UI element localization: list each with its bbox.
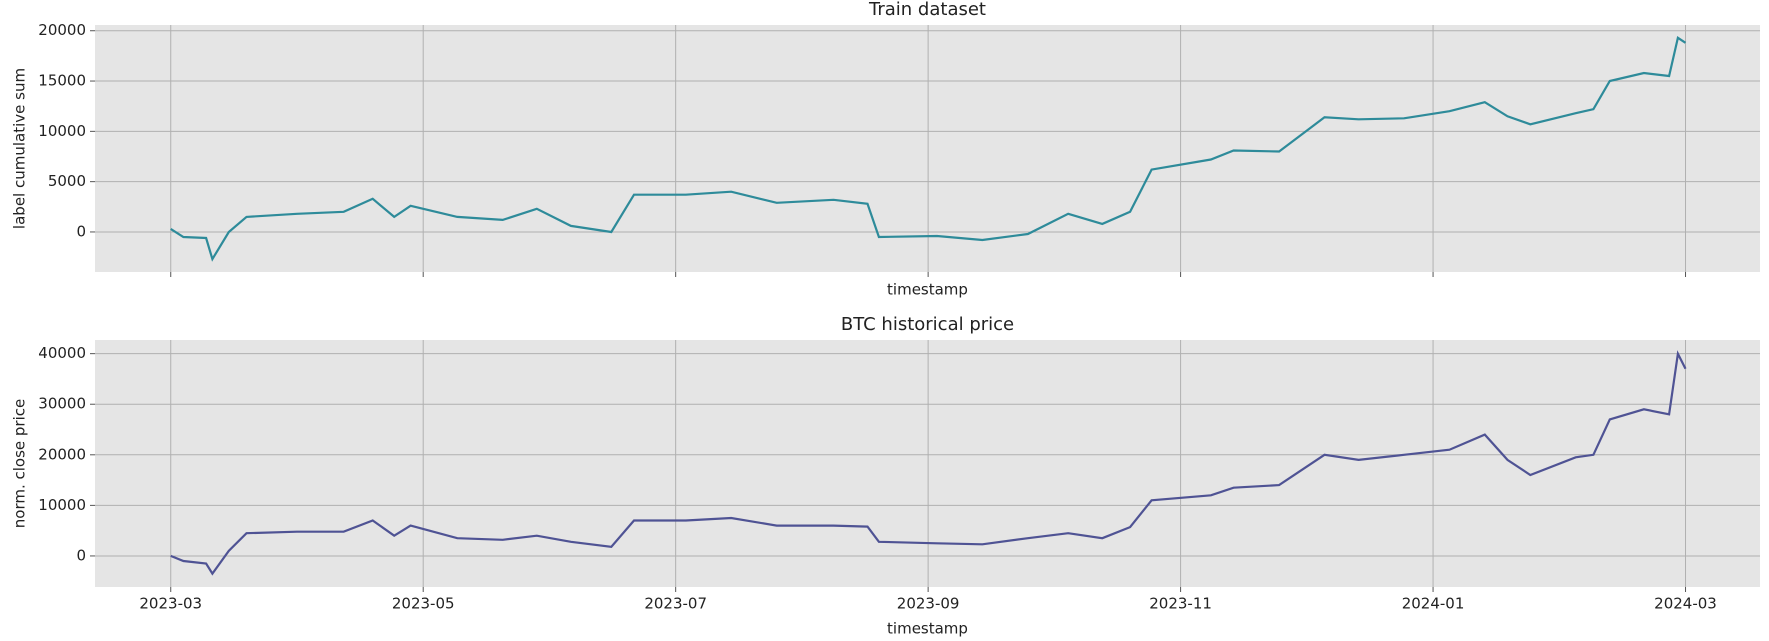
chart-title: Train dataset [868,0,986,20]
x-tick-label: 2023-11 [1149,595,1212,613]
x-tick-label: 2024-01 [1402,595,1465,613]
y-tick-label: 20000 [38,21,86,39]
x-axis-label: timestamp [887,620,968,638]
series-line [170,36,1687,262]
y-tick-label: 10000 [38,496,86,514]
x-axis-label: timestamp [887,281,968,299]
x-tick-label: 2023-07 [644,595,707,613]
plot-area [95,25,1760,272]
y-axis-label: label cumulative sum [11,68,29,229]
x-tick-label: 2023-09 [897,595,960,613]
x-tick-label: 2023-03 [139,595,202,613]
chart-title: BTC historical price [841,314,1014,335]
y-tick-label: 20000 [38,445,86,463]
x-tick-label: 2024-03 [1654,595,1717,613]
y-tick-label: 0 [76,546,86,564]
x-tick-label: 2023-05 [392,595,455,613]
series-line [170,350,1687,576]
y-tick-label: 5000 [48,172,86,190]
y-axis-label: norm. close price [11,399,29,528]
y-tick-label: 0 [76,222,86,240]
plot-area [95,340,1760,587]
y-tick-label: 15000 [38,72,86,90]
y-tick-label: 10000 [38,122,86,140]
y-tick-label: 40000 [38,344,86,362]
y-tick-label: 30000 [38,395,86,413]
